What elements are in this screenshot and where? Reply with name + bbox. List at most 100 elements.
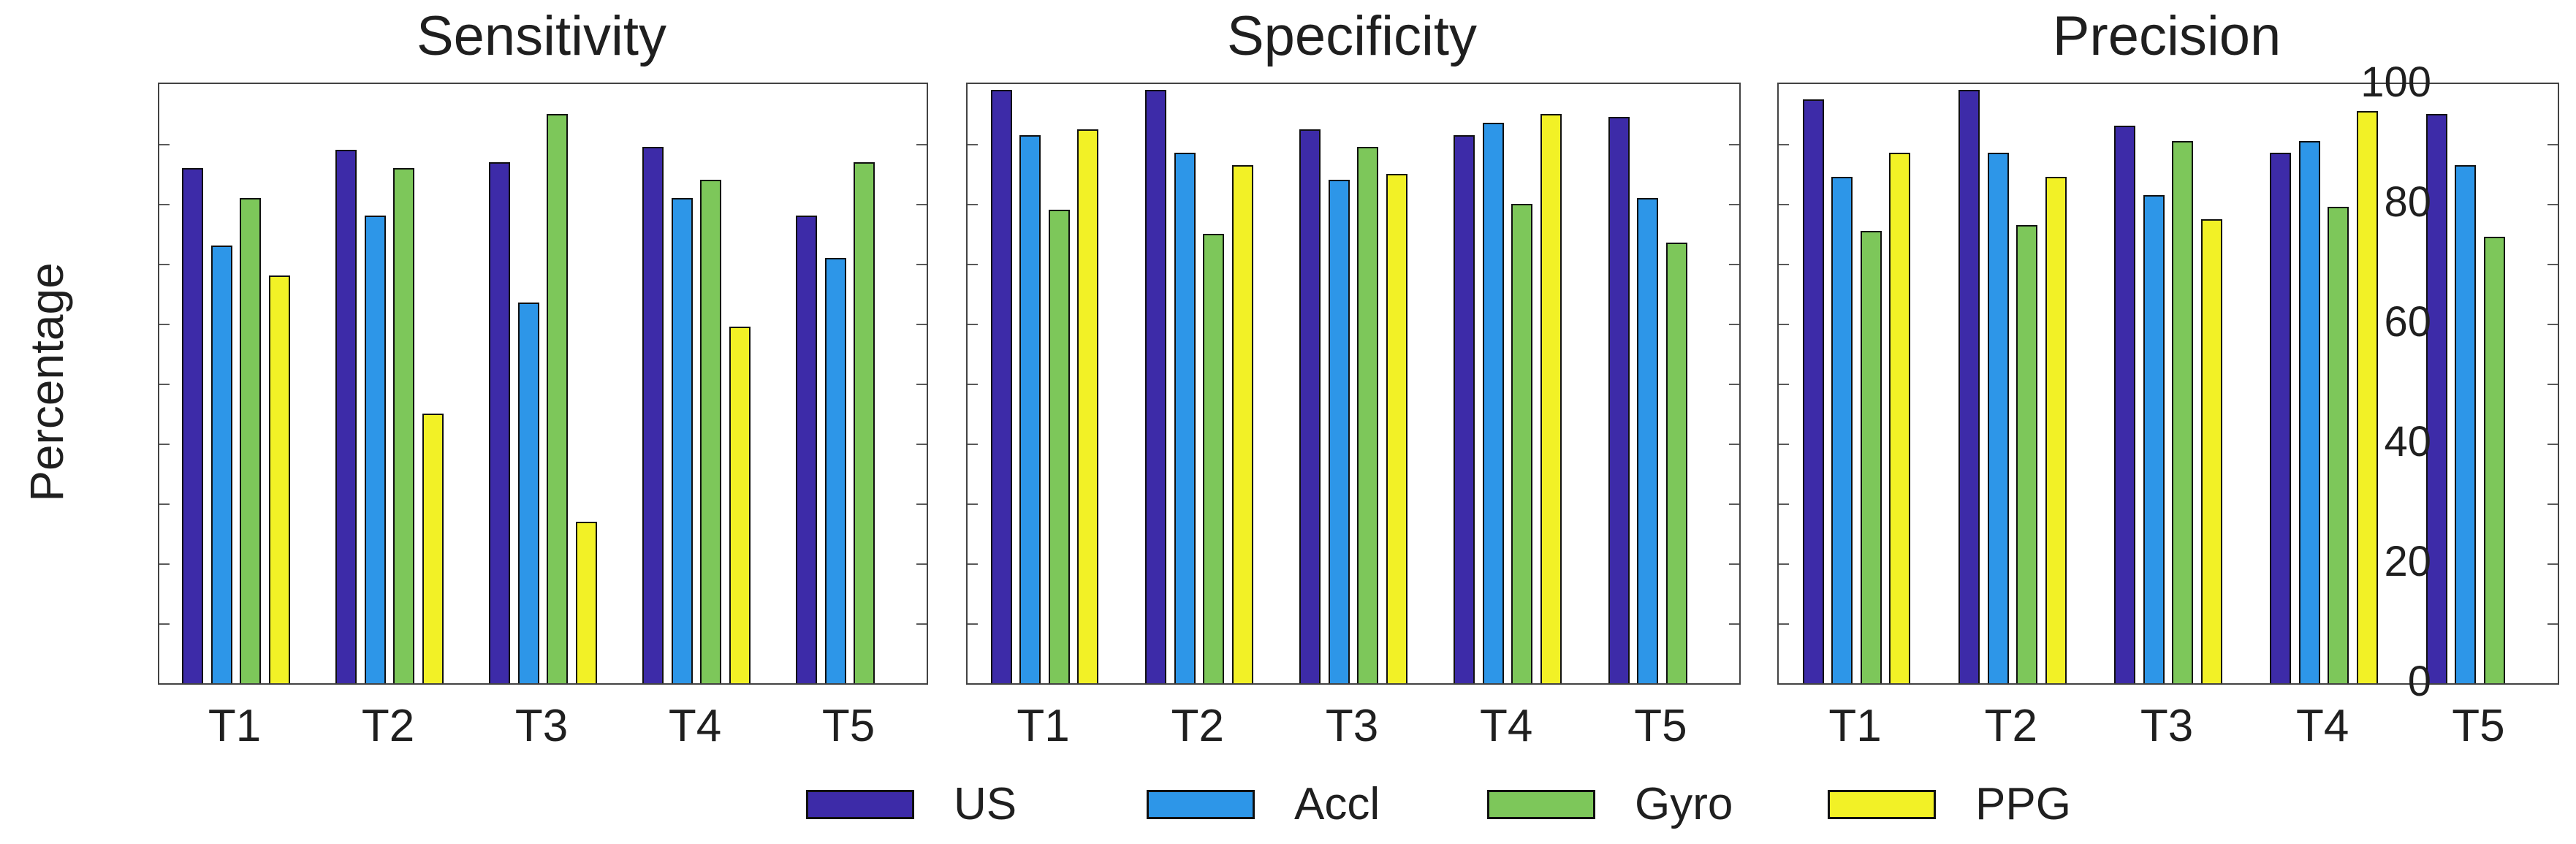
bar-specificity-t3-us: [1299, 129, 1321, 683]
legend-swatch-gyro: [1487, 790, 1595, 819]
x-tick-label-t5: T5: [821, 701, 875, 751]
bar-precision-t2-gyro: [2016, 224, 2038, 683]
y-axis-minor-tick: [1729, 144, 1739, 145]
legend-swatch-us: [806, 790, 914, 819]
x-tick-label-t4: T4: [1480, 701, 1533, 751]
bar-sensitivity-t2-us: [335, 150, 357, 683]
y-axis-minor-tick: [916, 384, 927, 385]
y-axis-minor-tick: [916, 444, 927, 445]
x-tick-label-t1: T1: [1828, 701, 1882, 751]
bar-sensitivity-t4-accl: [671, 197, 693, 683]
y-axis-minor-tick: [1729, 204, 1739, 205]
y-axis-minor-tick: [159, 503, 170, 505]
y-axis-label: Percentage: [20, 262, 73, 502]
y-axis-minor-tick: [1729, 384, 1739, 385]
x-tick-label-t3: T3: [514, 701, 569, 751]
chart-panel-sensitivity: Sensitivity T1 T2 T3 T4 T5: [158, 0, 928, 844]
y-axis-minor-tick: [1779, 204, 1789, 205]
bar-sensitivity-t4-us: [642, 147, 664, 683]
bar-precision-t1-us: [1802, 99, 1824, 683]
chart-title: Sensitivity: [416, 5, 667, 67]
y-axis-minor-tick: [916, 503, 927, 505]
bar-precision-t3-gyro: [2172, 140, 2194, 683]
chart-title: Precision: [2052, 5, 2281, 67]
y-axis-minor-tick: [2547, 204, 2558, 205]
y-axis-minor-tick: [968, 384, 978, 385]
y-tick-label-0: 0: [2407, 658, 2431, 705]
y-axis-minor-tick: [1779, 384, 1789, 385]
y-axis-minor-tick: [968, 563, 978, 565]
bar-precision-t4-ppg: [2356, 110, 2378, 683]
y-tick-label-60: 60: [2384, 298, 2431, 346]
y-axis-minor-tick: [2547, 563, 2558, 565]
bar-specificity-t4-gyro: [1511, 204, 1533, 683]
y-axis-minor-tick: [2547, 384, 2558, 385]
y-axis-minor-tick: [159, 563, 170, 565]
y-axis-minor-tick: [2547, 503, 2558, 505]
y-axis-minor-tick: [916, 563, 927, 565]
y-axis-minor-tick: [2547, 623, 2558, 625]
legend-swatch-ppg: [1828, 790, 1936, 819]
bar-specificity-t1-gyro: [1048, 210, 1070, 683]
bar-specificity-t4-us: [1454, 134, 1475, 683]
y-axis-minor-tick: [159, 324, 170, 325]
x-tick-label-t1: T1: [208, 701, 262, 751]
bar-sensitivity-t5-us: [796, 216, 818, 683]
bar-precision-t2-ppg: [2045, 177, 2067, 683]
bar-sensitivity-t1-ppg: [268, 275, 290, 683]
bar-sensitivity-t5-accl: [824, 257, 846, 683]
bar-precision-t3-accl: [2143, 194, 2165, 683]
bar-specificity-t4-ppg: [1540, 114, 1562, 683]
x-tick-label-t1: T1: [1017, 701, 1070, 751]
bar-precision-t5-accl: [2455, 164, 2477, 683]
y-axis-minor-tick: [1779, 503, 1789, 505]
y-axis-minor-tick: [2547, 264, 2558, 265]
bar-specificity-t5-gyro: [1665, 243, 1687, 683]
x-tick-label-t2: T2: [1984, 701, 2037, 751]
plot-area: [158, 83, 928, 685]
chart-title: Specificity: [1226, 5, 1478, 67]
y-axis-minor-tick: [159, 623, 170, 625]
bar-sensitivity-t3-accl: [517, 303, 539, 683]
bar-sensitivity-t2-gyro: [393, 167, 415, 683]
chart-panel-precision: Precision T1 T2 T3 T4 T5: [1777, 0, 2559, 844]
bar-sensitivity-t2-ppg: [422, 414, 444, 683]
bar-specificity-t5-us: [1608, 117, 1630, 683]
y-axis-minor-tick: [1779, 264, 1789, 265]
y-axis-minor-tick: [1729, 623, 1739, 625]
x-tick-label-t5: T5: [2452, 701, 2505, 751]
bar-specificity-t3-ppg: [1386, 174, 1407, 683]
bar-specificity-t3-accl: [1328, 180, 1350, 683]
legend-label-accl: Accl: [1294, 779, 1380, 829]
y-axis-minor-tick: [916, 623, 927, 625]
y-axis-minor-tick: [916, 324, 927, 325]
y-axis-minor-tick: [159, 264, 170, 265]
bar-sensitivity-t1-us: [182, 167, 204, 683]
bar-sensitivity-t3-gyro: [547, 114, 569, 683]
y-axis-minor-tick: [2547, 144, 2558, 145]
x-tick-label-t3: T3: [1325, 701, 1379, 751]
chart-panel-specificity: Specificity T1 T2 T3 T4 T5: [966, 0, 1741, 844]
y-axis-minor-tick: [1729, 563, 1739, 565]
legend-swatch-accl: [1147, 790, 1255, 819]
x-tick-label-t4: T4: [2296, 701, 2349, 751]
x-tick-label-t4: T4: [668, 701, 722, 751]
legend-label-ppg: PPG: [1975, 779, 2071, 829]
bar-specificity-t4-accl: [1482, 123, 1504, 683]
y-axis-minor-tick: [968, 444, 978, 445]
bar-sensitivity-t5-gyro: [854, 161, 875, 683]
bar-precision-t5-gyro: [2483, 237, 2505, 683]
plot-area: [966, 83, 1741, 685]
y-axis-minor-tick: [968, 324, 978, 325]
bar-precision-t1-accl: [1831, 177, 1853, 683]
y-axis-minor-tick: [159, 204, 170, 205]
bar-precision-t2-accl: [1987, 153, 2009, 683]
y-axis-minor-tick: [916, 144, 927, 145]
y-tick-label-80: 80: [2384, 178, 2431, 226]
bar-specificity-t2-us: [1145, 90, 1167, 683]
bar-specificity-t1-accl: [1019, 134, 1041, 683]
bar-precision-t3-us: [2114, 126, 2136, 683]
y-axis-minor-tick: [159, 384, 170, 385]
plot-area: [1777, 83, 2559, 685]
